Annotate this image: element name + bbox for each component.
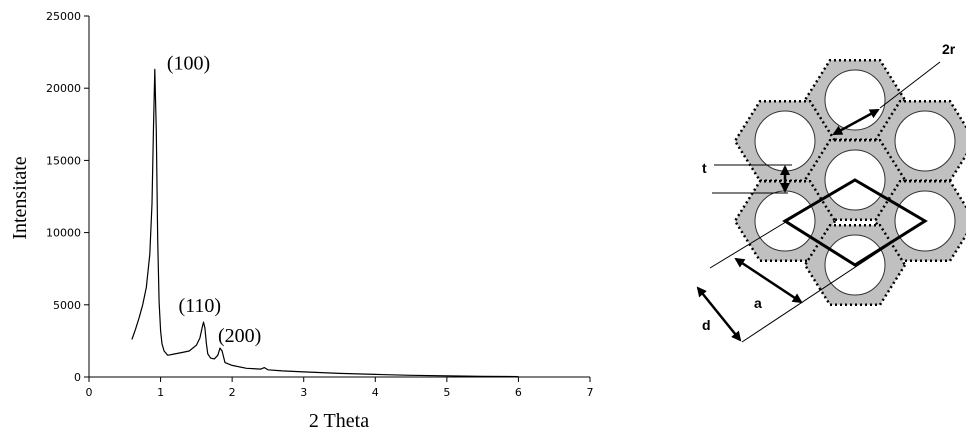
x-ticks: 0 1 2 3 4 5 6 7 [86,377,594,399]
peak-label: (110) [179,295,222,317]
t-label: t [702,160,707,176]
x-tick-label: 0 [86,386,93,399]
a-guide-line-1 [709,179,856,269]
peak-label: (100) [167,52,210,74]
x-tick-label: 2 [229,386,236,399]
a-arrow [734,257,803,304]
two-r-arrow [832,108,880,136]
two-r-leader [879,61,941,109]
y-tick-label: 10000 [46,227,81,240]
y-tick-label: 20000 [46,82,81,95]
two-r-label: 2r [942,41,956,57]
xrd-chart: 0 1 2 3 4 5 6 7 0 5000 10000 15000 20000 25000 (100)… [9,10,594,432]
unit-cell-rhombus [782,178,928,267]
hex-cells [733,58,966,307]
peak-label: (200) [218,325,261,347]
x-tick-label: 5 [443,386,450,399]
a-label: a [754,295,762,311]
pore-circle [824,69,886,131]
xrd-series-line [131,68,519,378]
y-tick-label: 5000 [53,299,81,312]
x-tick-label: 4 [372,386,379,399]
d-label: d [702,317,711,333]
hexagonal-pore-diagram: 2r t a d [696,41,966,343]
pore-circle [894,110,956,172]
x-tick-label: 7 [587,386,594,399]
y-ticks: 0 5000 10000 15000 20000 25000 [46,10,89,384]
x-tick-label: 6 [515,386,522,399]
series-group [131,68,519,378]
a-guide-line-2 [741,220,926,343]
y-tick-label: 0 [74,371,81,384]
y-tick-label: 15000 [46,154,81,167]
pore-circle [754,110,816,172]
y-axis-title: Intensitate [9,156,31,239]
d-arrow [696,286,742,342]
peak-annotations: (100) (110) (200) [167,52,261,347]
x-axis-title: 2 Theta [309,410,369,432]
y-tick-label: 25000 [46,10,81,23]
x-tick-label: 3 [300,386,307,399]
x-tick-label: 1 [157,386,164,399]
